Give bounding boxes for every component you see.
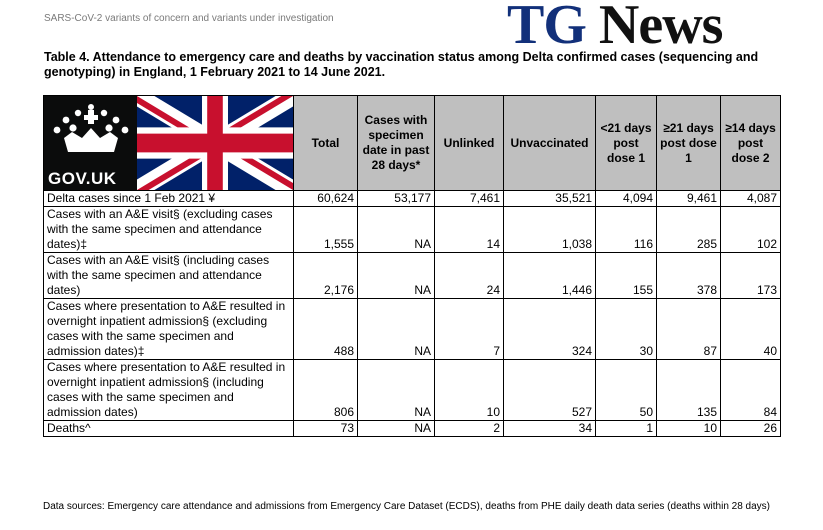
table-cell: 285 [656,206,721,253]
table-cell: 135 [656,359,721,421]
table-cell: 10 [656,420,721,437]
table-cell: 102 [720,206,781,253]
col-header-past-28-days: Cases with specimen date in past 28 days… [357,95,435,191]
col-header-ge21-dose1: ≥21 days post dose 1 [656,95,721,191]
table-cell: 806 [293,359,358,421]
table-row: Cases where presentation to A&E resulted… [43,298,781,360]
table-cell: 173 [720,252,781,299]
table-cell: NA [357,206,435,253]
table-cell: 53,177 [357,190,435,207]
table-cell: 84 [720,359,781,421]
row-label: Cases where presentation to A&E resulted… [43,359,294,421]
table-row: Delta cases since 1 Feb 2021 ¥60,624 53,1… [43,190,781,207]
table-cell: 4,087 [720,190,781,207]
table-cell: 1,446 [503,252,596,299]
table-cell: 2,176 [293,252,358,299]
col-header-lt21-dose1: <21 days post dose 1 [595,95,657,191]
table-cell: 7 [434,298,504,360]
row-label: Cases with an A&E visit§ (including case… [43,252,294,299]
table-cell: 7,461 [434,190,504,207]
col-header-ge14-dose2: ≥14 days post dose 2 [720,95,781,191]
gov-uk-logo-text: GOV.UK [48,169,117,188]
table-cell: 14 [434,206,504,253]
table-row: Cases with an A&E visit§ (including case… [43,252,781,299]
table-cell: 87 [656,298,721,360]
tg-logo-text: TG [507,0,587,56]
table-cell: 488 [293,298,358,360]
table-cell: 527 [503,359,596,421]
table-cell: 1,555 [293,206,358,253]
table-cell: 60,624 [293,190,358,207]
table-cell: 324 [503,298,596,360]
row-label: Deaths^ [43,420,294,437]
row-label: Delta cases since 1 Feb 2021 ¥ [43,190,294,207]
table-row: Deaths^ 73 NA 2 34 1 10 26 [43,420,781,437]
table-cell: 155 [595,252,657,299]
table-cell: 34 [503,420,596,437]
table-cell: 4,094 [595,190,657,207]
news-logo-text: News [598,0,724,56]
row-label: Cases with an A&E visit§ (excluding case… [43,206,294,253]
table-cell: 35,521 [503,190,596,207]
table-cell: 10 [434,359,504,421]
table-cell: 1,038 [503,206,596,253]
table-cell: NA [357,359,435,421]
table-cell: 73 [293,420,358,437]
table-cell: NA [357,298,435,360]
table-cell: 40 [720,298,781,360]
table-title: Table 4. Attendance to emergency care an… [44,50,759,79]
table-cell: NA [357,252,435,299]
table-cell: 26 [720,420,781,437]
table-row: Cases where presentation to A&E resulted… [43,359,781,421]
union-jack-flag-icon [137,96,293,190]
table-cell: 1 [595,420,657,437]
table-cell: 2 [434,420,504,437]
document-header-note: SARS-CoV-2 variants of concern and varia… [44,13,334,24]
col-header-total: Total [293,95,358,191]
row-label: Cases where presentation to A&E resulted… [43,298,294,360]
logo-cell: GOV.UK [43,95,294,191]
col-header-unlinked: Unlinked [434,95,504,191]
table-cell: 378 [656,252,721,299]
crown-icon [53,104,129,152]
tg-news-watermark: TG News [507,0,723,53]
table-cell: 50 [595,359,657,421]
table-cell: 24 [434,252,504,299]
gov-uk-logo: GOV.UK [44,96,137,190]
table-body: Delta cases since 1 Feb 2021 ¥60,624 53,1… [43,190,781,437]
table-cell: 30 [595,298,657,360]
data-sources-note: Data sources: Emergency care attendance … [43,501,771,512]
table-cell: NA [357,420,435,437]
table-header-row: GOV.UK Total Cases with specimen [43,95,781,191]
col-header-unvaccinated: Unvaccinated [503,95,596,191]
table-cell: 116 [595,206,657,253]
table-row: Cases with an A&E visit§ (excluding case… [43,206,781,253]
table-cell: 9,461 [656,190,721,207]
vaccination-status-table: GOV.UK Total Cases with specimen [43,95,781,437]
